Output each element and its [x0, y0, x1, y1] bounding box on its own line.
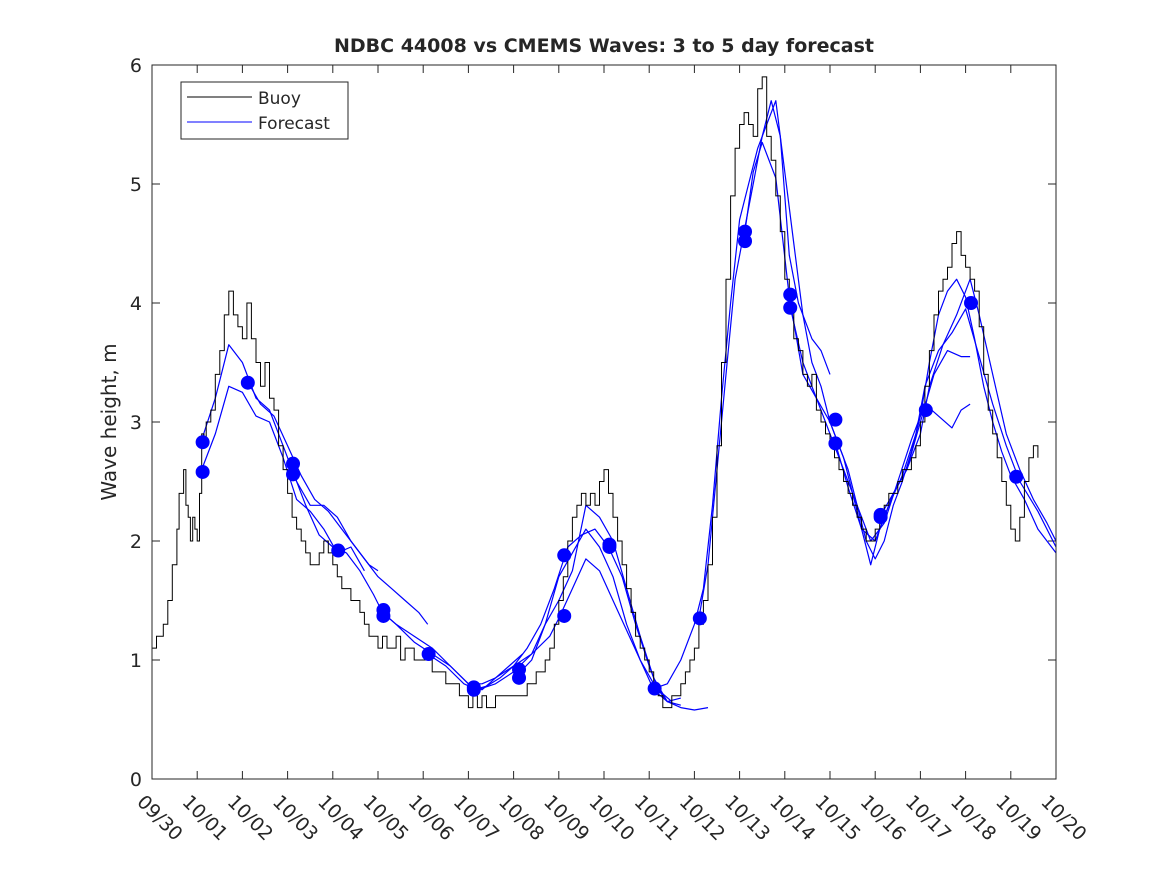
forecast-start-marker: [195, 435, 210, 450]
x-tick-label: 10/09: [539, 791, 593, 845]
y-axis-ticks: 0 1 2 3 4 5 6: [130, 55, 1056, 791]
forecast-start-marker: [964, 296, 979, 310]
x-tick-label: 10/12: [675, 791, 729, 845]
x-tick-label: 10/17: [901, 791, 955, 845]
forecast-start-marker: [512, 662, 527, 677]
x-tick-label: 10/16: [856, 791, 910, 845]
forecast-line: [472, 528, 673, 703]
y-tick-label: 1: [130, 650, 142, 672]
y-tick-label: 0: [130, 769, 142, 791]
y-tick-label: 3: [130, 412, 142, 434]
forecast-start-marker: [918, 403, 933, 418]
forecast-start-marker: [873, 507, 888, 522]
x-tick-label: 10/04: [313, 791, 367, 845]
x-tick-label: 10/01: [178, 791, 232, 845]
forecast-start-marker: [557, 608, 572, 623]
forecast-start-marker: [286, 456, 301, 471]
forecast-start-marker: [783, 287, 798, 302]
forecast-line: [246, 380, 379, 572]
forecast-start-marker: [692, 611, 707, 626]
legend-box: [180, 81, 349, 140]
x-tick-label: 10/08: [494, 791, 548, 845]
x-tick-label: 10/06: [404, 791, 458, 845]
marker-layer: [195, 224, 1024, 697]
x-tick-label: 10/02: [223, 791, 277, 845]
y-tick-label: 5: [130, 174, 142, 196]
forecast-start-marker: [1009, 469, 1024, 484]
forecast-start-marker: [602, 537, 617, 552]
x-tick-label: 10/05: [358, 791, 412, 845]
y-axis-label: Wave height, m: [97, 343, 121, 500]
x-tick-label: 09/30: [132, 791, 186, 845]
forecast-line: [698, 100, 831, 619]
forecast-start-marker: [376, 603, 391, 618]
x-tick-label: 10/07: [449, 791, 503, 845]
forecast-start-marker: [195, 464, 210, 479]
y-tick-label: 4: [130, 293, 142, 315]
y-tick-label: 6: [130, 55, 142, 77]
x-tick-label: 10/19: [991, 791, 1045, 845]
forecast-start-marker: [828, 436, 843, 451]
plot-background: [152, 65, 1056, 779]
forecast-start-marker: [331, 543, 346, 558]
legend-forecast-label: Forecast: [258, 114, 330, 134]
forecast-start-marker: [828, 412, 843, 427]
legend: Buoy Forecast: [180, 81, 349, 140]
legend-buoy-label: Buoy: [258, 89, 301, 109]
forecast-start-marker: [466, 680, 481, 695]
forecast-start-marker: [240, 375, 255, 390]
buoy-line: [152, 76, 1039, 709]
forecast-line: [201, 344, 429, 625]
x-tick-label: 10/20: [1036, 791, 1090, 845]
x-tick-label: 10/10: [584, 791, 638, 845]
x-tick-label: 10/11: [630, 791, 684, 845]
x-tick-label: 10/15: [810, 791, 864, 845]
y-tick-label: 2: [130, 531, 142, 553]
x-tick-label: 10/03: [268, 791, 322, 845]
forecast-start-marker: [738, 224, 753, 239]
x-tick-label: 10/14: [765, 791, 819, 845]
forecast-start-marker: [647, 681, 662, 696]
forecast-start-marker: [557, 548, 572, 563]
plot-frame: [151, 64, 1057, 780]
chart-title: NDBC 44008 vs CMEMS Waves: 3 to 5 day fo…: [334, 35, 874, 57]
forecast-line: [833, 308, 1057, 548]
x-tick-label: 10/18: [946, 791, 1000, 845]
forecast-start-marker: [783, 300, 798, 315]
x-tick-label: 10/13: [720, 791, 774, 845]
forecast-start-marker: [421, 647, 436, 662]
